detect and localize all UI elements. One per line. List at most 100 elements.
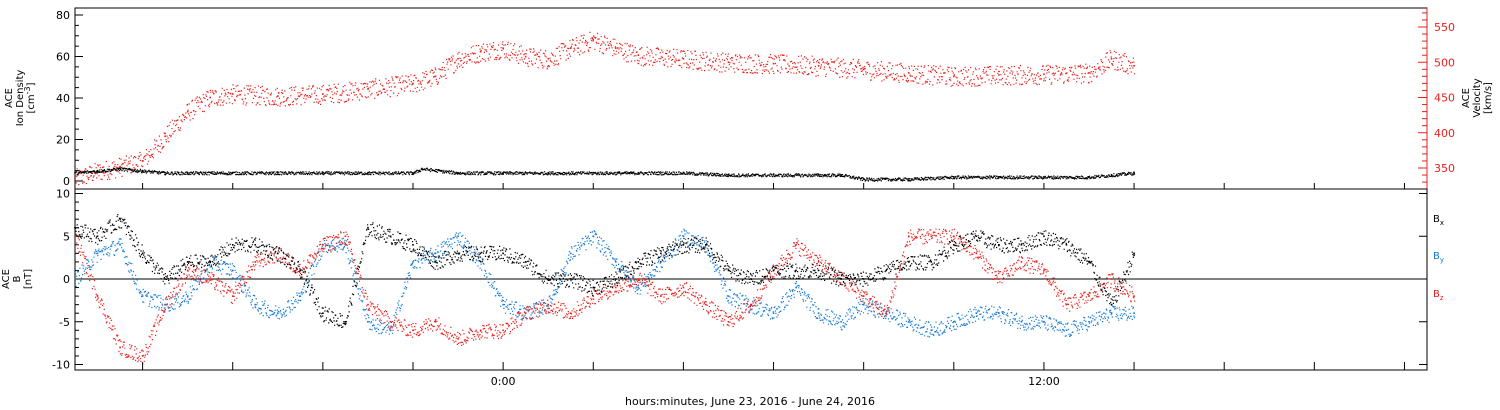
velocity-point	[74, 177, 76, 180]
by-point	[1133, 312, 1135, 314]
velocity-point	[1133, 64, 1135, 67]
velocity-axis-label: ACE Velocity [km/s]	[1461, 78, 1494, 117]
density-series	[74, 167, 1136, 182]
by-point	[569, 252, 572, 255]
by-point	[141, 295, 144, 297]
by-point	[502, 303, 504, 306]
bz-point	[209, 278, 211, 280]
density-label-line: [cm-3]	[23, 82, 37, 113]
bx-point	[682, 244, 685, 246]
density-axis-label: ACE Ion Density [cm-3]	[4, 70, 37, 127]
by-point	[119, 244, 121, 246]
bx-point	[344, 320, 347, 323]
bx-point	[277, 252, 279, 255]
by-point	[637, 286, 640, 289]
by-point	[795, 286, 797, 289]
density-dots	[75, 167, 1136, 182]
bz-point	[1133, 295, 1135, 297]
bx-point	[457, 252, 459, 255]
bx-point	[660, 252, 662, 255]
by-point	[412, 261, 414, 263]
velocity-axis-label-line: [km/s]	[1483, 82, 1494, 114]
density-label-line: ACE	[4, 88, 15, 108]
b-tick-label: -10	[52, 359, 70, 372]
velocity-tick-label: 500	[1434, 56, 1455, 69]
bz-point	[457, 338, 459, 340]
velocity-point	[682, 57, 685, 60]
bx-point	[1133, 252, 1135, 255]
density-point	[547, 171, 549, 174]
bz-point	[322, 244, 324, 246]
bx-point	[141, 252, 144, 255]
by-point	[231, 269, 234, 272]
velocity-tick-label: 450	[1434, 92, 1455, 105]
bx-point	[412, 244, 414, 246]
bz-point	[434, 320, 437, 323]
bx-point	[1043, 235, 1045, 238]
bz-point	[74, 235, 76, 238]
bz-point	[389, 320, 392, 323]
velocity-axis-label-line: Velocity	[1472, 78, 1483, 117]
b-axis-label-line: ACE	[1, 269, 12, 289]
density-tick-label: 60	[56, 51, 70, 64]
bz-point	[1088, 295, 1090, 297]
by-point	[434, 252, 437, 255]
bx-series	[74, 214, 1136, 328]
velocity-point	[998, 74, 1000, 76]
bz-point	[705, 303, 707, 306]
by-point	[930, 329, 933, 332]
bx-point	[299, 269, 302, 272]
by-point	[817, 312, 820, 314]
velocity-point	[817, 64, 820, 67]
bz-series	[74, 228, 1136, 365]
by-point	[682, 235, 685, 238]
bx-point	[907, 261, 910, 263]
by-point	[975, 312, 978, 314]
density-point	[637, 171, 640, 174]
bz-point	[1020, 261, 1023, 263]
bx-point	[1020, 244, 1023, 246]
bx-point	[96, 235, 99, 238]
velocity-point	[231, 93, 234, 95]
density-point	[1133, 171, 1135, 174]
velocity-tick-label: 400	[1434, 127, 1455, 140]
bz-point	[254, 261, 257, 263]
bx-point	[569, 278, 572, 280]
bz-point	[975, 252, 978, 255]
velocity-point	[1110, 57, 1113, 60]
bx-point	[479, 252, 482, 255]
density-point	[1088, 176, 1090, 178]
density-tick-label: 20	[56, 134, 70, 147]
bx-point	[975, 235, 978, 238]
by-point	[277, 312, 279, 314]
velocity-point	[637, 54, 640, 56]
density-tick-label: 0	[63, 175, 70, 188]
by-point	[96, 252, 99, 255]
b-tick-label: 10	[56, 188, 70, 201]
by-point	[953, 320, 955, 323]
velocity-point	[524, 55, 527, 58]
bz-point	[164, 303, 166, 306]
bz-point	[367, 303, 369, 306]
b-tick-label: 5	[63, 230, 70, 243]
velocity-tick-label: 550	[1434, 21, 1455, 34]
bx-point	[953, 244, 955, 246]
density-tick-label: 80	[56, 9, 70, 22]
legend-by: By	[1433, 251, 1444, 264]
velocity-series	[74, 31, 1136, 186]
velocity-axis-label-line: ACE	[1461, 88, 1472, 108]
by-point	[840, 320, 842, 323]
by-point	[254, 303, 257, 306]
velocity-point	[953, 75, 955, 78]
velocity-point	[615, 47, 617, 49]
bz-point	[569, 312, 572, 314]
velocity-point	[547, 57, 549, 60]
bz-point	[141, 355, 144, 357]
by-point	[299, 295, 302, 297]
b-axis-label-line: B	[12, 275, 23, 282]
density-point	[502, 171, 504, 174]
bx-point	[637, 261, 640, 263]
density-point	[457, 171, 459, 174]
